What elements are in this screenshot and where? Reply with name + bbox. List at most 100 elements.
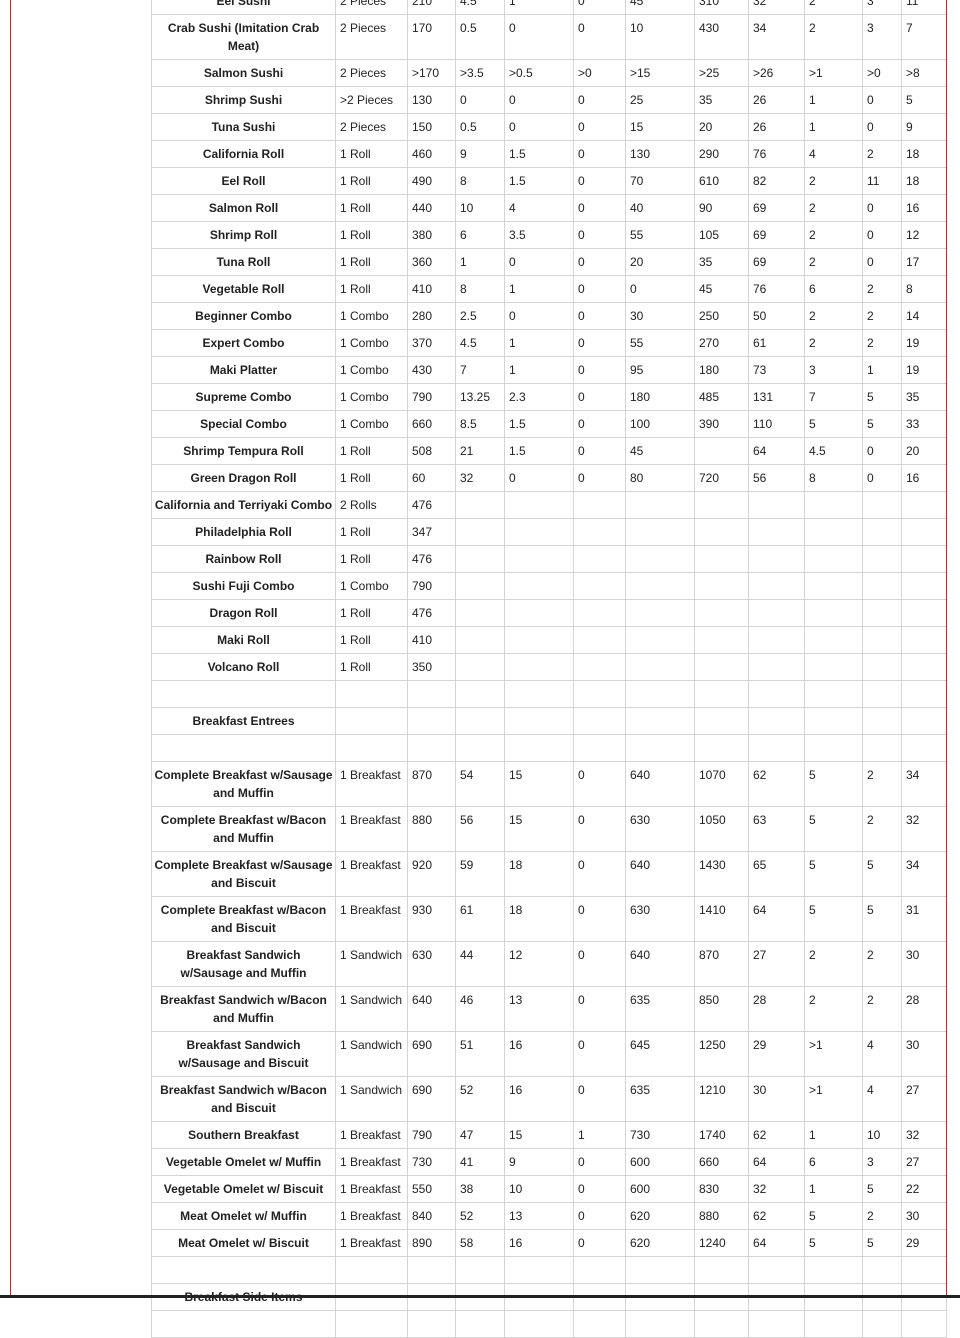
- item-name: Meat Omelet w/ Muffin: [151, 1202, 336, 1230]
- cell: [573, 734, 626, 762]
- cell: >3.5: [455, 59, 505, 87]
- table-row: Sushi Fuji Combo 1 Combo 790: [151, 572, 947, 600]
- table-row: Volcano Roll 1 Roll 350: [151, 653, 947, 681]
- cell: 1 Breakfast: [335, 761, 408, 807]
- table-row: Vegetable Roll 1 Roll 410 8 1 0 0 45 76 6 2 8: [151, 275, 947, 303]
- cell: 1: [455, 248, 505, 276]
- cell: 18: [504, 896, 574, 942]
- cell: 370: [407, 329, 456, 357]
- cell: 69: [748, 194, 805, 222]
- item-name: Eel Roll: [151, 167, 336, 195]
- cell: 476: [407, 491, 456, 519]
- cell: 14: [901, 302, 947, 330]
- cell: 64: [748, 1229, 805, 1257]
- cell: 430: [407, 356, 456, 384]
- item-name: Philadelphia Roll: [151, 518, 336, 546]
- cell: 270: [694, 329, 749, 357]
- cell: [455, 491, 505, 519]
- cell: 1 Combo: [335, 329, 408, 357]
- table-row: California Roll 1 Roll 460 9 1.5 0 130 290 76 4 2 1…: [151, 140, 947, 168]
- table-wrap: Eel Sushi 2 Pieces 210 4.5 1 0 45 310 32 2 3 11 Crab…: [151, 0, 947, 1338]
- cell: [694, 572, 749, 600]
- cell: 600: [625, 1175, 695, 1203]
- item-name: Sushi Fuji Combo: [151, 572, 336, 600]
- cell: 51: [455, 1031, 505, 1077]
- item-name: Maki Roll: [151, 626, 336, 654]
- cell: 52: [455, 1076, 505, 1122]
- cell: [455, 1310, 505, 1338]
- cell: 3: [862, 0, 902, 15]
- cell: 0: [573, 140, 626, 168]
- cell: 720: [694, 464, 749, 492]
- cell: 82: [748, 167, 805, 195]
- cell: [804, 680, 863, 708]
- cell: 2 Rolls: [335, 491, 408, 519]
- cell: 2 Pieces: [335, 0, 408, 15]
- cell: 2: [804, 0, 863, 15]
- cell: [901, 518, 947, 546]
- table-row: Maki Roll 1 Roll 410: [151, 626, 947, 654]
- cell: 0: [573, 1148, 626, 1176]
- cell: [407, 680, 456, 708]
- cell: 1 Combo: [335, 572, 408, 600]
- cell: 0: [573, 14, 626, 60]
- cell: [694, 437, 749, 465]
- cell: 17: [901, 248, 947, 276]
- cell: 630: [625, 896, 695, 942]
- cell: 4: [862, 1031, 902, 1077]
- cell: 2: [804, 14, 863, 60]
- cell: 170: [407, 14, 456, 60]
- table-row: Crab Sushi (Imitation Crab Meat) 2 Pieces…: [151, 14, 947, 60]
- cell: 100: [625, 410, 695, 438]
- table-row: Beginner Combo 1 Combo 280 2.5 0 0 30 250 50 2 2 14: [151, 302, 947, 330]
- cell: 1: [573, 1121, 626, 1149]
- cell: 0: [573, 464, 626, 492]
- cell: 850: [694, 986, 749, 1032]
- cell: 8: [901, 275, 947, 303]
- table-row: [151, 680, 947, 708]
- item-name: [151, 680, 336, 708]
- cell: [504, 1310, 574, 1338]
- cell: 1 Roll: [335, 437, 408, 465]
- cell: 1050: [694, 806, 749, 852]
- cell: [694, 518, 749, 546]
- cell: [573, 707, 626, 735]
- cell: 35: [694, 86, 749, 114]
- cell: [504, 1256, 574, 1284]
- cell: 46: [455, 986, 505, 1032]
- cell: [862, 734, 902, 762]
- table-row: Supreme Combo 1 Combo 790 13.25 2.3 0 180 485 13…: [151, 383, 947, 411]
- table-row: California and Terriyaki Combo 2 Rolls 476: [151, 491, 947, 519]
- cell: 34: [901, 761, 947, 807]
- cell: [748, 734, 805, 762]
- cell: 430: [694, 14, 749, 60]
- cell: [625, 734, 695, 762]
- cell: 440: [407, 194, 456, 222]
- cell: 180: [625, 383, 695, 411]
- cell: 880: [694, 1202, 749, 1230]
- cell: 28: [901, 986, 947, 1032]
- cell: 660: [407, 410, 456, 438]
- cell: 2: [862, 986, 902, 1032]
- item-name: Rainbow Roll: [151, 545, 336, 573]
- cell: 35: [694, 248, 749, 276]
- item-name: [151, 1310, 336, 1338]
- cell: 1 Combo: [335, 410, 408, 438]
- cell: 5: [862, 1229, 902, 1257]
- item-name: Expert Combo: [151, 329, 336, 357]
- cell: [694, 680, 749, 708]
- cell: [748, 653, 805, 681]
- item-name: Complete Breakfast w/Sausage and Muffin: [151, 761, 336, 807]
- item-name: Southern Breakfast: [151, 1121, 336, 1149]
- cell: 4: [862, 1076, 902, 1122]
- cell: 4.5: [804, 437, 863, 465]
- cell: 790: [407, 1121, 456, 1149]
- cell: [455, 1256, 505, 1284]
- cell: 2: [804, 986, 863, 1032]
- cell: 0: [862, 86, 902, 114]
- bottom-edge: [0, 1295, 960, 1298]
- cell: 1 Breakfast: [335, 1121, 408, 1149]
- table-row: Breakfast Entrees: [151, 707, 947, 735]
- cell: 9: [504, 1148, 574, 1176]
